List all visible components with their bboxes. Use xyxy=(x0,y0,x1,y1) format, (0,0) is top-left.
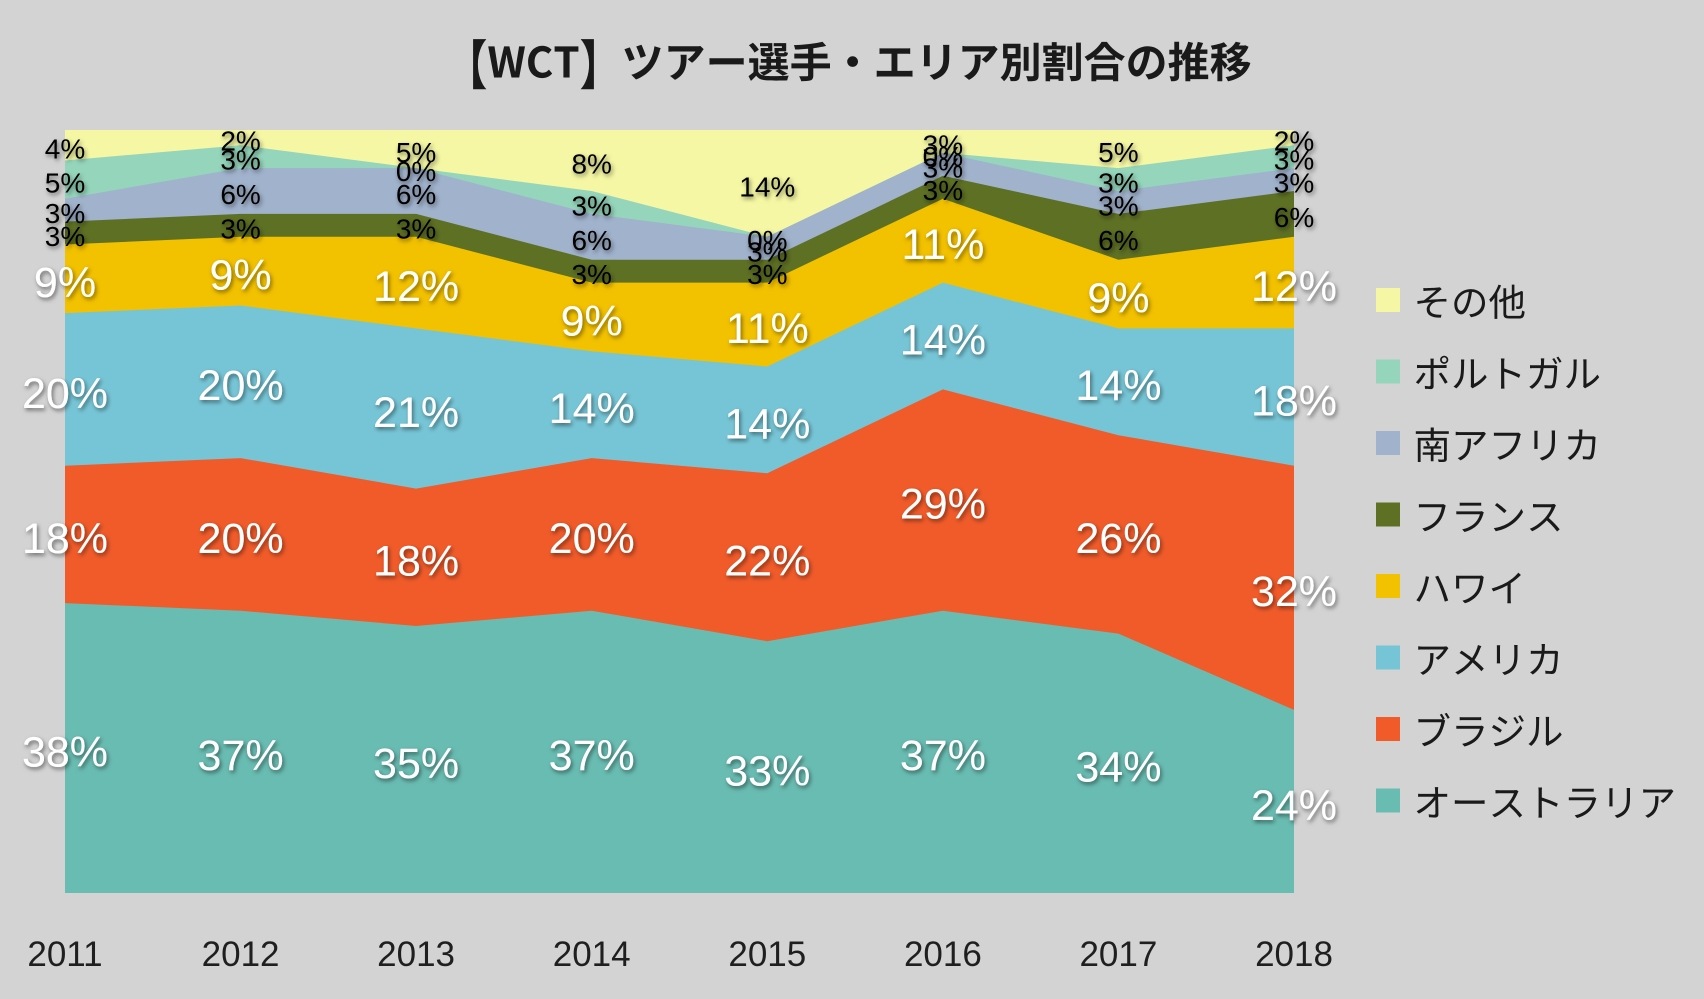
svg-text:20%: 20% xyxy=(198,515,284,563)
svg-text:34%: 34% xyxy=(1075,744,1161,792)
svg-text:20%: 20% xyxy=(22,370,108,418)
svg-text:22%: 22% xyxy=(724,538,810,586)
svg-text:35%: 35% xyxy=(373,740,459,788)
svg-text:11%: 11% xyxy=(901,221,984,269)
svg-text:20%: 20% xyxy=(198,362,284,410)
svg-text:14%: 14% xyxy=(724,400,810,448)
svg-text:18%: 18% xyxy=(373,538,459,586)
svg-text:3%: 3% xyxy=(1274,168,1314,199)
svg-text:4%: 4% xyxy=(45,133,85,164)
svg-text:3%: 3% xyxy=(45,198,85,229)
svg-text:3%: 3% xyxy=(571,259,611,290)
svg-text:3%: 3% xyxy=(747,236,787,267)
svg-text:14%: 14% xyxy=(1075,362,1161,410)
svg-text:9%: 9% xyxy=(210,252,272,300)
svg-text:5%: 5% xyxy=(45,168,85,199)
svg-text:2011: 2011 xyxy=(27,935,102,974)
svg-text:2016: 2016 xyxy=(904,935,982,974)
svg-text:3%: 3% xyxy=(923,175,963,206)
svg-text:0%: 0% xyxy=(923,141,963,172)
svg-text:9%: 9% xyxy=(561,297,623,345)
svg-text:3%: 3% xyxy=(571,191,611,222)
svg-text:37%: 37% xyxy=(549,732,635,780)
svg-text:2012: 2012 xyxy=(202,935,280,974)
svg-text:29%: 29% xyxy=(900,480,986,528)
svg-text:0%: 0% xyxy=(747,225,787,256)
svg-text:5%: 5% xyxy=(1098,137,1138,168)
svg-text:3%: 3% xyxy=(923,130,963,161)
svg-text:26%: 26% xyxy=(1075,515,1161,563)
svg-text:20%: 20% xyxy=(549,515,635,563)
svg-text:3%: 3% xyxy=(220,145,260,176)
svg-text:18%: 18% xyxy=(22,515,108,563)
svg-text:37%: 37% xyxy=(900,732,986,780)
svg-text:2013: 2013 xyxy=(377,935,455,974)
svg-text:6%: 6% xyxy=(1098,225,1138,256)
svg-text:32%: 32% xyxy=(1251,568,1337,616)
svg-text:3%: 3% xyxy=(1274,145,1314,176)
svg-text:38%: 38% xyxy=(22,728,108,776)
svg-text:14%: 14% xyxy=(739,171,795,202)
svg-text:9%: 9% xyxy=(34,259,96,307)
svg-text:0%: 0% xyxy=(396,156,436,187)
svg-text:6%: 6% xyxy=(571,225,611,256)
svg-text:6%: 6% xyxy=(1274,202,1314,233)
svg-text:3%: 3% xyxy=(1098,168,1138,199)
svg-text:2017: 2017 xyxy=(1079,935,1157,974)
svg-text:3%: 3% xyxy=(1098,191,1138,222)
svg-text:21%: 21% xyxy=(373,389,459,437)
svg-text:12%: 12% xyxy=(1251,263,1337,311)
svg-text:3%: 3% xyxy=(45,221,85,252)
svg-text:2014: 2014 xyxy=(553,935,631,974)
svg-text:11%: 11% xyxy=(726,305,809,353)
svg-text:3%: 3% xyxy=(220,213,260,244)
svg-text:2018: 2018 xyxy=(1255,935,1333,974)
svg-text:3%: 3% xyxy=(923,152,963,183)
svg-text:3%: 3% xyxy=(747,259,787,290)
svg-text:12%: 12% xyxy=(373,263,459,311)
svg-text:37%: 37% xyxy=(198,732,284,780)
svg-text:2%: 2% xyxy=(220,126,260,157)
svg-text:9%: 9% xyxy=(1087,274,1149,322)
svg-text:18%: 18% xyxy=(1251,377,1337,425)
svg-text:6%: 6% xyxy=(396,179,436,210)
svg-text:2%: 2% xyxy=(1274,126,1314,157)
svg-text:2015: 2015 xyxy=(728,935,806,974)
svg-text:5%: 5% xyxy=(396,137,436,168)
svg-text:14%: 14% xyxy=(900,316,986,364)
svg-text:24%: 24% xyxy=(1251,782,1337,830)
svg-text:14%: 14% xyxy=(549,385,635,433)
svg-text:3%: 3% xyxy=(396,213,436,244)
svg-text:33%: 33% xyxy=(724,748,810,796)
svg-text:8%: 8% xyxy=(571,149,611,180)
svg-text:6%: 6% xyxy=(220,179,260,210)
